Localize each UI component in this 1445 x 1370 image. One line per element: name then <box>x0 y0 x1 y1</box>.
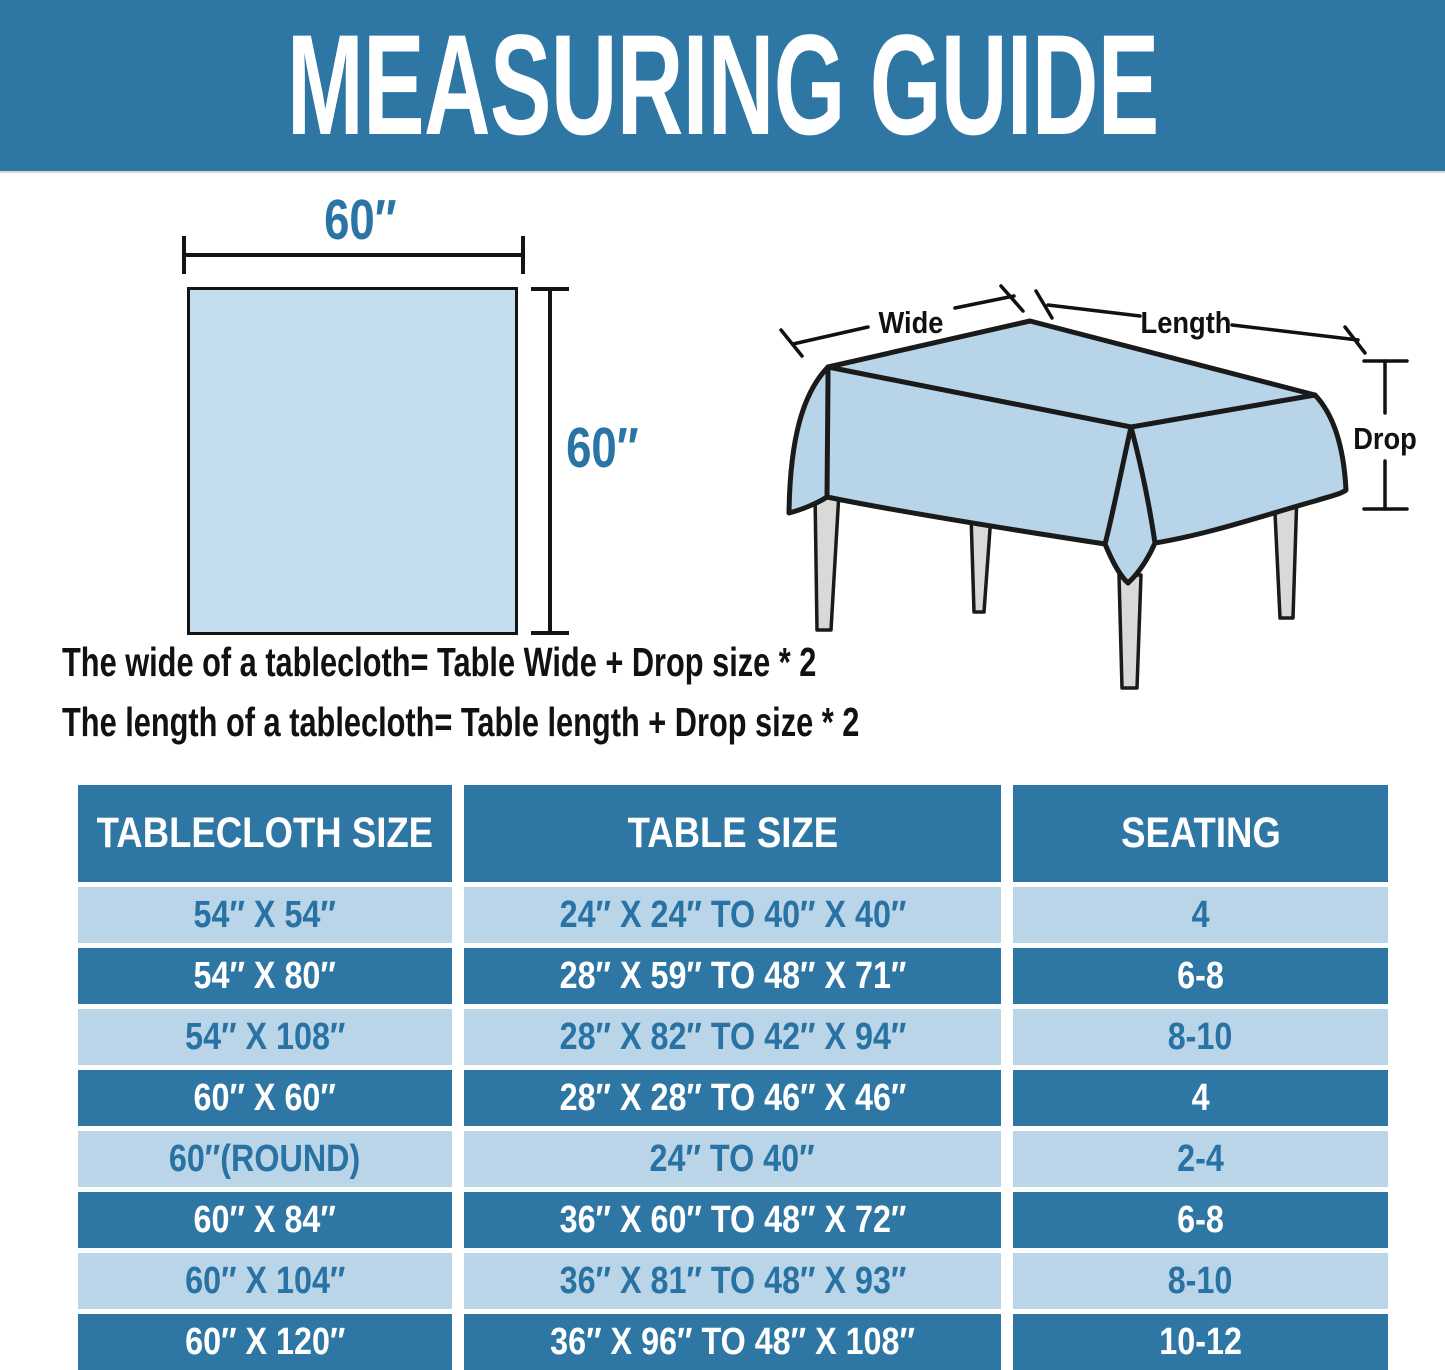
tablecloth-size-cell: 60″(ROUND) <box>78 1131 452 1187</box>
page-title: MEASURING GUIDE <box>286 6 1159 165</box>
length-label: Length <box>1141 306 1232 340</box>
height-dimension-label: 60″ <box>565 416 639 480</box>
table-size-cell: 36″ X 96″ TO 48″ X 108″ <box>464 1314 1001 1370</box>
drop-label: Drop <box>1353 422 1417 456</box>
seating-cell: 8-10 <box>1013 1009 1388 1065</box>
seating-cell: 4 <box>1013 887 1388 943</box>
width-dimension-tick-right <box>521 236 525 274</box>
length-formula: The length of a tablecloth= Table length… <box>62 699 860 745</box>
seating-cell: 10-12 <box>1013 1314 1388 1370</box>
illustration-labels: Wide Length Drop <box>879 306 1417 456</box>
table-illustration: Wide Length Drop <box>779 284 1417 690</box>
header-table-size: TABLE SIZE <box>464 785 1001 882</box>
width-dimension-tick-left <box>182 236 186 274</box>
seating-cell: 2-4 <box>1013 1131 1388 1187</box>
wide-formula: The wide of a tablecloth= Table Wide + D… <box>62 639 817 685</box>
seating-cell: 6-8 <box>1013 948 1388 1004</box>
tablecloth-size-cell: 54″ X 108″ <box>78 1009 452 1065</box>
header-seating: SEATING <box>1013 785 1388 882</box>
tablecloth-size-cell: 60″ X 84″ <box>78 1192 452 1248</box>
tablecloth-size-cell: 54″ X 54″ <box>78 887 452 943</box>
table-size-cell: 28″ X 82″ TO 42″ X 94″ <box>464 1009 1001 1065</box>
tablecloth-size-cell: 60″ X 60″ <box>78 1070 452 1126</box>
table-leg-front <box>1117 573 1143 690</box>
tablecloth-size-cell: 60″ X 120″ <box>78 1314 452 1370</box>
wide-label: Wide <box>879 306 944 340</box>
table-leg-left <box>813 490 841 632</box>
seating-cell: 8-10 <box>1013 1253 1388 1309</box>
height-dimension-tick-bottom <box>531 631 569 635</box>
title-banner: MEASURING GUIDE <box>0 0 1445 173</box>
tablecloth-drawing <box>786 318 1349 586</box>
table-size-cell: 36″ X 81″ TO 48″ X 93″ <box>464 1253 1001 1309</box>
table-size-cell: 28″ X 59″ TO 48″ X 71″ <box>464 948 1001 1004</box>
table-size-cell: 36″ X 60″ TO 48″ X 72″ <box>464 1192 1001 1248</box>
tablecloth-edges <box>824 364 1318 547</box>
tablecloth-square <box>187 287 518 635</box>
tablecloth-size-cell: 60″ X 104″ <box>78 1253 452 1309</box>
table-size-cell: 24″ X 24″ TO 40″ X 40″ <box>464 887 1001 943</box>
width-dimension-label: 60″ <box>323 188 397 252</box>
tablecloth-size-cell: 54″ X 80″ <box>78 948 452 1004</box>
size-table: TABLECLOTH SIZE TABLE SIZE SEATING 54″ X… <box>78 785 1388 1370</box>
table-leg-middle <box>969 513 993 614</box>
seating-cell: 4 <box>1013 1070 1388 1126</box>
table-size-cell: 28″ X 28″ TO 46″ X 46″ <box>464 1070 1001 1126</box>
header-tablecloth-size: TABLECLOTH SIZE <box>78 785 452 882</box>
seating-cell: 6-8 <box>1013 1192 1388 1248</box>
illustration-dimension-lines <box>779 284 1409 511</box>
height-dimension-line <box>548 287 552 635</box>
height-dimension-tick-top <box>531 287 569 291</box>
table-size-cell: 24″ TO 40″ <box>464 1131 1001 1187</box>
width-dimension-line <box>182 253 525 257</box>
